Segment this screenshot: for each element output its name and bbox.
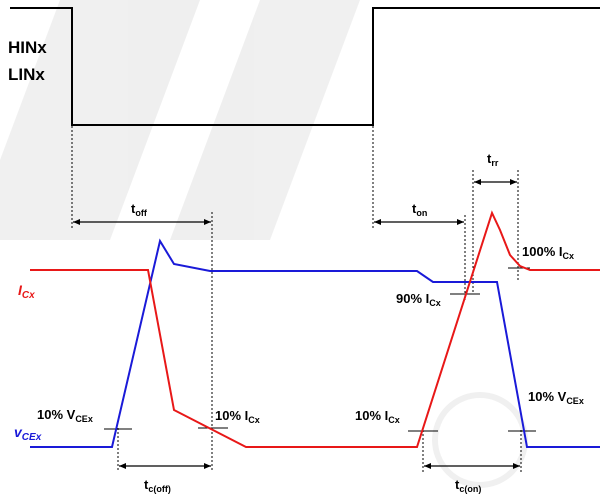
ic-label: ICx	[18, 282, 35, 301]
input-label-linx: LINx	[8, 65, 45, 84]
tcon-label: tc(on)	[455, 477, 481, 494]
input-waveform	[10, 7, 600, 126]
toff-label: toff	[131, 201, 148, 218]
ton-label: ton	[412, 201, 427, 218]
vce-label: vCEx	[14, 424, 42, 443]
guide-lines	[71, 126, 522, 472]
ic-10pct-right-label: 10% ICx	[355, 408, 400, 425]
ic-90pct-label: 90% ICx	[396, 291, 441, 308]
trr-label: trr	[487, 151, 499, 168]
vce-waveform	[30, 238, 600, 448]
vce-10pct-right-label: 10% VCEx	[528, 389, 584, 406]
ic-100pct-label: 100% ICx	[522, 244, 574, 261]
input-label-hinx: HINx	[8, 38, 47, 57]
ic-10pct-left-label: 10% ICx	[215, 408, 260, 425]
ic-waveform	[30, 210, 600, 448]
level-ticks	[104, 267, 536, 432]
tcoff-label: tc(off)	[144, 477, 171, 494]
vce-10pct-left-label: 10% VCEx	[37, 407, 93, 424]
background-watermark	[0, 0, 528, 488]
